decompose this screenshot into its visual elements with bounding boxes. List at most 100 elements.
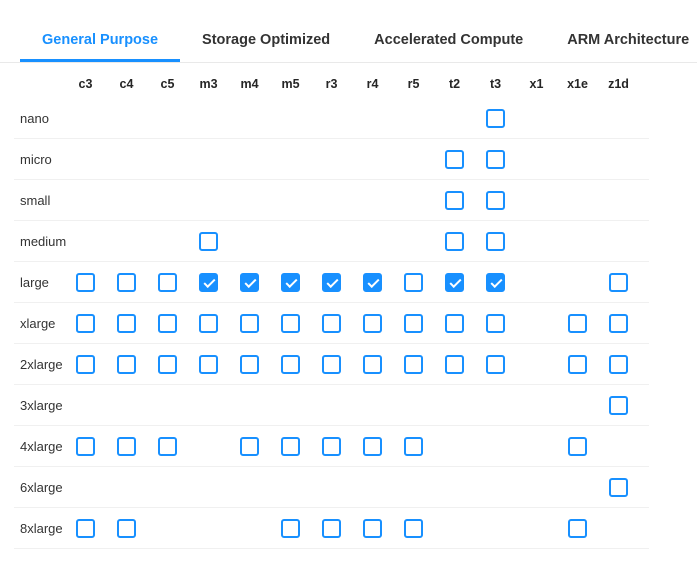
checkbox-2xlarge-r4[interactable]	[363, 354, 382, 374]
checkbox-medium-t3[interactable]	[486, 231, 505, 251]
checkbox-xlarge-m4[interactable]	[240, 313, 259, 333]
checkbox-4xlarge-c3[interactable]	[76, 436, 95, 456]
checkbox-2xlarge-m5[interactable]	[281, 354, 300, 374]
checkbox-8xlarge-x1e[interactable]	[568, 518, 587, 538]
column-header-t3: t3	[489, 77, 502, 91]
tab-accelerated-compute[interactable]: Accelerated Compute	[374, 31, 524, 48]
cell-large-t3	[475, 272, 516, 292]
checkbox-2xlarge-m4[interactable]	[240, 354, 259, 374]
checkbox-8xlarge-c3[interactable]	[76, 518, 95, 538]
checkbox-6xlarge-z1d[interactable]	[609, 477, 628, 497]
cell-xlarge-m5	[270, 313, 311, 333]
cell-4xlarge-r3	[311, 436, 352, 456]
cell-3xlarge-z1d	[598, 395, 639, 415]
checkbox-medium-t2[interactable]	[445, 231, 464, 251]
cell-4xlarge-x1e	[557, 436, 598, 456]
checkbox-4xlarge-c5[interactable]	[158, 436, 177, 456]
checkbox-2xlarge-r3[interactable]	[322, 354, 341, 374]
checkbox-2xlarge-t3[interactable]	[486, 354, 505, 374]
checkbox-2xlarge-x1e[interactable]	[568, 354, 587, 374]
checkbox-3xlarge-z1d[interactable]	[609, 395, 628, 415]
checkbox-8xlarge-r4[interactable]	[363, 518, 382, 538]
cell-2xlarge-r3	[311, 354, 352, 374]
checkbox-xlarge-z1d[interactable]	[609, 313, 628, 333]
checkbox-large-t3[interactable]	[486, 272, 505, 292]
checkbox-large-r3[interactable]	[322, 272, 341, 292]
checkbox-micro-t2[interactable]	[445, 149, 464, 169]
row-label-6xlarge: 6xlarge	[20, 479, 63, 495]
checkbox-large-z1d[interactable]	[609, 272, 628, 292]
checkbox-4xlarge-r4[interactable]	[363, 436, 382, 456]
checkbox-8xlarge-m5[interactable]	[281, 518, 300, 538]
cell-4xlarge-r4	[352, 436, 393, 456]
tab-general-purpose[interactable]: General Purpose	[20, 20, 181, 62]
checkbox-large-r4[interactable]	[363, 272, 382, 292]
checkbox-8xlarge-c4[interactable]	[117, 518, 136, 538]
column-header-c4: c4	[119, 77, 134, 91]
checkbox-medium-m3[interactable]	[199, 231, 218, 251]
cell-8xlarge-c4	[106, 518, 147, 538]
checkbox-small-t2[interactable]	[445, 190, 464, 210]
checkbox-4xlarge-m5[interactable]	[281, 436, 300, 456]
checkbox-4xlarge-c4[interactable]	[117, 436, 136, 456]
cell-2xlarge-c5	[147, 354, 188, 374]
cell-xlarge-m4	[229, 313, 270, 333]
checkbox-4xlarge-x1e[interactable]	[568, 436, 587, 456]
instance-type-selector: General Purpose Storage Optimized Accelera…	[0, 20, 697, 549]
checkbox-large-t2[interactable]	[445, 272, 464, 292]
checkbox-2xlarge-c4[interactable]	[117, 354, 136, 374]
checkbox-xlarge-x1e[interactable]	[568, 313, 587, 333]
cell-large-m5	[270, 272, 311, 292]
checkbox-large-r5[interactable]	[404, 272, 423, 292]
cell-xlarge-x1e	[557, 313, 598, 333]
checkbox-xlarge-c3[interactable]	[76, 313, 95, 333]
instance-row-xlarge: xlarge	[14, 303, 649, 344]
checkbox-2xlarge-m3[interactable]	[199, 354, 218, 374]
checkbox-4xlarge-m4[interactable]	[240, 436, 259, 456]
cell-xlarge-t3	[475, 313, 516, 333]
checkbox-xlarge-c4[interactable]	[117, 313, 136, 333]
checkbox-large-m5[interactable]	[281, 272, 300, 292]
checkbox-large-c4[interactable]	[117, 272, 136, 292]
cell-4xlarge-c3	[65, 436, 106, 456]
checkbox-xlarge-m3[interactable]	[199, 313, 218, 333]
checkbox-large-m3[interactable]	[199, 272, 218, 292]
checkbox-2xlarge-t2[interactable]	[445, 354, 464, 374]
checkbox-large-m4[interactable]	[240, 272, 259, 292]
instance-row-micro: micro	[14, 139, 649, 180]
cell-2xlarge-t3	[475, 354, 516, 374]
checkbox-small-t3[interactable]	[486, 190, 505, 210]
checkbox-8xlarge-r5[interactable]	[404, 518, 423, 538]
checkbox-xlarge-t3[interactable]	[486, 313, 505, 333]
checkbox-large-c5[interactable]	[158, 272, 177, 292]
tab-arm-architecture[interactable]: ARM Architecture	[567, 31, 690, 48]
instance-row-4xlarge: 4xlarge	[14, 426, 649, 467]
column-header-m4: m4	[240, 77, 259, 91]
column-header-m3: m3	[199, 77, 218, 91]
checkbox-4xlarge-r5[interactable]	[404, 436, 423, 456]
tab-storage-optimized[interactable]: Storage Optimized	[202, 31, 331, 48]
cell-8xlarge-m5	[270, 518, 311, 538]
checkbox-xlarge-t2[interactable]	[445, 313, 464, 333]
checkbox-2xlarge-z1d[interactable]	[609, 354, 628, 374]
instance-size-grid: c3 c4 c5 m3 m4 m5 r3 r4 r5 t2 t3 x1 x1e z1d nano micro s…	[0, 70, 697, 549]
cell-2xlarge-t2	[434, 354, 475, 374]
cell-2xlarge-m4	[229, 354, 270, 374]
checkbox-2xlarge-c3[interactable]	[76, 354, 95, 374]
checkbox-xlarge-r4[interactable]	[363, 313, 382, 333]
checkbox-xlarge-m5[interactable]	[281, 313, 300, 333]
checkbox-xlarge-r3[interactable]	[322, 313, 341, 333]
checkbox-xlarge-r5[interactable]	[404, 313, 423, 333]
column-header-x1e: x1e	[567, 77, 588, 91]
checkbox-2xlarge-c5[interactable]	[158, 354, 177, 374]
checkbox-micro-t3[interactable]	[486, 149, 505, 169]
column-header-m5: m5	[281, 77, 300, 91]
checkbox-nano-t3[interactable]	[486, 108, 505, 128]
checkbox-2xlarge-r5[interactable]	[404, 354, 423, 374]
checkbox-xlarge-c5[interactable]	[158, 313, 177, 333]
checkbox-4xlarge-r3[interactable]	[322, 436, 341, 456]
cell-medium-t3	[475, 231, 516, 251]
checkbox-large-c3[interactable]	[76, 272, 95, 292]
checkbox-8xlarge-r3[interactable]	[322, 518, 341, 538]
instance-row-medium: medium	[14, 221, 649, 262]
